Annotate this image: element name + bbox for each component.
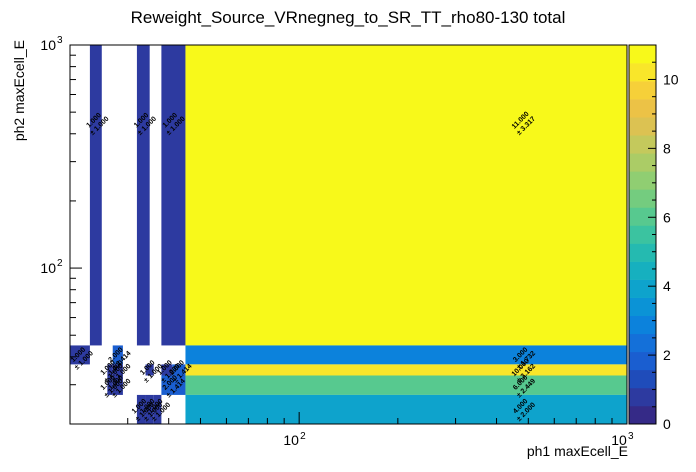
heatmap-cell bbox=[161, 375, 186, 395]
color-scale-segment bbox=[629, 45, 656, 64]
heatmap-cell bbox=[136, 45, 150, 346]
heatmap-cell bbox=[145, 394, 154, 424]
heatmap-cell bbox=[185, 45, 627, 346]
y-tick-exponent: 2 bbox=[57, 258, 63, 269]
heatmap-cell bbox=[107, 375, 113, 395]
heatmap-cell bbox=[185, 345, 627, 365]
z-tick-label: 0 bbox=[663, 416, 671, 432]
color-scale-segment bbox=[629, 243, 656, 262]
cell-label-group: 1.000± 1.000 bbox=[86, 112, 111, 137]
color-scale-segment bbox=[629, 387, 656, 407]
heatmap-cell bbox=[136, 394, 146, 424]
color-scale-segment bbox=[629, 99, 656, 118]
heatmap-cell bbox=[112, 375, 123, 395]
x-tick-exponent: 2 bbox=[300, 431, 306, 442]
color-scale-segment bbox=[629, 333, 656, 353]
color-scale-bar: 0 2 4 6 8 10 bbox=[628, 44, 679, 432]
heatmap-cell bbox=[185, 394, 627, 424]
heatmap-cell bbox=[185, 364, 627, 376]
color-scale-segment bbox=[629, 117, 656, 136]
x-axis-ticks: 10 2 10 3 bbox=[69, 412, 634, 448]
color-scale-segment bbox=[629, 297, 656, 317]
heatmap-cell bbox=[172, 364, 186, 376]
color-scale-segment bbox=[629, 369, 656, 389]
heatmap-cell bbox=[70, 345, 90, 365]
z-tick-label: 6 bbox=[663, 209, 671, 225]
heatmap-cell bbox=[112, 345, 123, 365]
x-axis-label: ph1 maxEcell_E bbox=[527, 443, 628, 459]
heatmap-cell bbox=[161, 45, 186, 346]
color-scale-segment bbox=[629, 135, 656, 154]
heatmap-cell bbox=[185, 375, 627, 395]
z-tick-label: 8 bbox=[663, 140, 671, 156]
heatmap-cell bbox=[145, 364, 154, 376]
color-scale-segment bbox=[629, 315, 656, 335]
color-scale-segment bbox=[629, 279, 656, 298]
cell-label-group: 1.000± 1.000 bbox=[133, 112, 158, 137]
color-scale-segment bbox=[629, 81, 656, 100]
color-scale-segment bbox=[629, 261, 656, 280]
color-scale-segment bbox=[629, 405, 656, 425]
x-tick-label: 10 bbox=[611, 432, 627, 448]
y-tick-label: 10 bbox=[40, 260, 56, 276]
x-tick-label: 10 bbox=[283, 432, 299, 448]
y-tick-label: 10 bbox=[40, 37, 56, 53]
heatmap-cell bbox=[153, 394, 162, 424]
color-scale-segment bbox=[629, 63, 656, 82]
z-tick-label: 4 bbox=[663, 278, 671, 294]
heatmap-cell bbox=[161, 364, 173, 376]
color-scale-segment bbox=[629, 189, 656, 208]
heatmap-cells bbox=[70, 45, 627, 424]
y-axis-label: ph2 maxEcell_E bbox=[11, 40, 27, 141]
color-scale-segment bbox=[629, 207, 656, 226]
z-tick-label: 10 bbox=[663, 71, 679, 87]
z-tick-label: 2 bbox=[663, 347, 671, 363]
heatmap-cell bbox=[112, 364, 123, 376]
color-scale-segment bbox=[629, 153, 656, 172]
chart-title: Reweight_Source_VRnegneg_to_SR_TT_rho80-… bbox=[131, 8, 566, 27]
x-tick-exponent: 3 bbox=[628, 431, 634, 442]
plot-frame bbox=[69, 44, 628, 425]
heatmap-cell bbox=[89, 45, 102, 346]
color-scale-segment bbox=[629, 171, 656, 190]
color-scale-segment bbox=[629, 225, 656, 244]
heatmap-cell bbox=[107, 364, 113, 376]
color-scale-segment bbox=[629, 351, 656, 371]
y-tick-exponent: 3 bbox=[57, 35, 63, 46]
